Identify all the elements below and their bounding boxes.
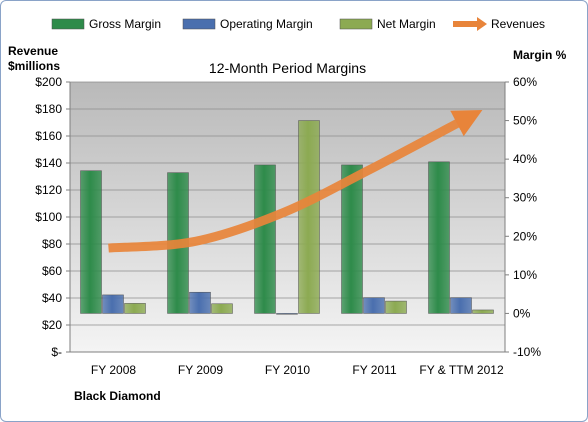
footer-company: Black Diamond <box>74 389 161 403</box>
left-tick-label: $100 <box>35 210 62 224</box>
legend-swatch-net-margin <box>339 18 373 30</box>
left-tick-label: $40 <box>42 291 62 305</box>
right-tick-label: 40% <box>513 152 537 166</box>
left-tick-label: $80 <box>42 237 62 251</box>
bar-operating-margin <box>276 313 298 315</box>
bar-gross-margin <box>80 170 102 314</box>
right-tick-label: -10% <box>513 345 541 359</box>
bar-net-margin <box>124 303 146 314</box>
legend-arrowhead <box>477 17 487 31</box>
bar-net-margin <box>298 120 320 314</box>
left-axis-title-line2: $millions <box>8 59 61 73</box>
chart-title: 12-Month Period Margins <box>209 60 366 76</box>
bar-gross-margin <box>341 164 363 314</box>
left-tick-label: $180 <box>35 102 62 116</box>
left-axis-title-line1: Revenue <box>8 44 59 58</box>
right-tick-label: 50% <box>513 114 537 128</box>
left-tick-label: $200 <box>35 75 62 89</box>
right-tick-label: 10% <box>513 268 537 282</box>
category-label: FY 2009 <box>178 363 223 377</box>
right-tick-label: 60% <box>513 75 537 89</box>
right-tick-label: 20% <box>513 229 537 243</box>
bar-operating-margin <box>102 294 124 314</box>
bar-net-margin <box>385 300 407 314</box>
category-label: FY 2010 <box>265 363 310 377</box>
bar-operating-margin <box>189 291 211 314</box>
category-label: FY 2008 <box>91 363 136 377</box>
bar-gross-margin <box>428 161 450 314</box>
bar-net-margin <box>211 303 233 314</box>
bar-operating-margin <box>450 297 472 314</box>
right-axis-title: Margin % <box>513 48 567 62</box>
left-tick-label: $- <box>51 345 62 359</box>
bar-operating-margin <box>363 297 385 314</box>
category-label: FY & TTM 2012 <box>419 363 504 377</box>
right-tick-label: 0% <box>513 306 531 320</box>
legend-label: Operating Margin <box>220 17 313 31</box>
left-tick-label: $140 <box>35 156 62 170</box>
left-tick-label: $60 <box>42 264 62 278</box>
left-tick-label: $20 <box>42 318 62 332</box>
right-tick-label: 30% <box>513 191 537 205</box>
legend-swatch-operating-margin <box>182 18 216 30</box>
left-tick-label: $120 <box>35 183 62 197</box>
legend-label: Revenues <box>491 17 545 31</box>
legend-label: Gross Margin <box>89 17 161 31</box>
revenue-arrow-line <box>108 110 483 253</box>
legend-label: Net Margin <box>377 17 436 31</box>
bar-gross-margin <box>254 164 276 314</box>
left-tick-label: $160 <box>35 129 62 143</box>
category-label: FY 2011 <box>352 363 397 377</box>
bar-net-margin <box>472 309 494 314</box>
legend-swatch-gross-margin <box>51 18 85 30</box>
